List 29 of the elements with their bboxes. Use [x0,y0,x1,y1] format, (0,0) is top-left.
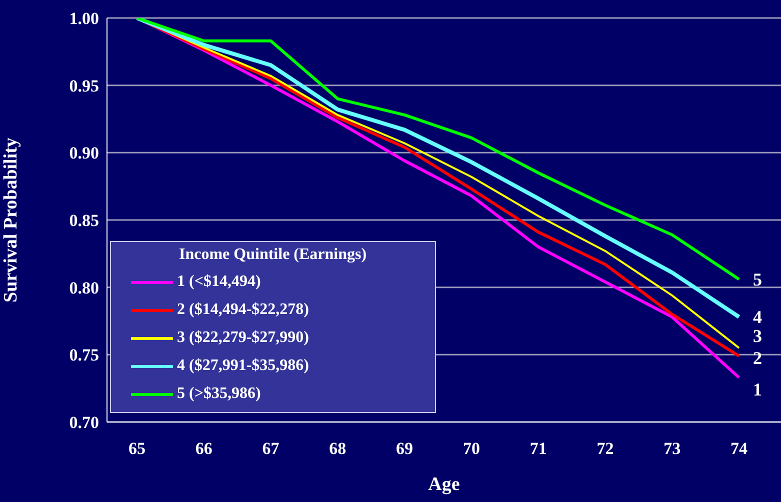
x-tick-label: 65 [128,439,146,458]
y-tick-label: 0.70 [69,413,99,432]
legend-label: 1 (<$14,494) [177,273,261,291]
y-tick-label: 0.80 [69,278,99,298]
x-tick-label: 71 [530,439,547,458]
x-tick-label: 69 [396,439,414,458]
x-axis-title: Age [428,474,460,495]
x-tick-label: 66 [195,439,212,458]
x-tick-label: 68 [329,439,346,458]
legend-label: 4 ($27,991-$35,986) [177,357,309,375]
y-tick-label: 1.00 [69,9,99,28]
y-axis-title: Survival Probability [0,137,22,302]
x-tick-label: 70 [462,439,480,458]
legend-title: Income Quintile (Earnings) [178,246,368,264]
annotation: 4 [753,306,762,327]
y-tick-label: 0.95 [69,76,99,96]
y-tick-label: 0.90 [69,144,99,163]
y-tick-label: 0.85 [69,211,99,230]
legend-label: 2 ($14,494-$22,278) [177,301,309,319]
annotation: 3 [753,326,762,346]
x-tick-label: 72 [596,439,614,458]
annotation: 1 [753,380,762,400]
y-tick-label: 0.75 [69,346,99,365]
annotation: 5 [753,269,762,290]
x-tick-label: 73 [664,439,681,458]
x-tick-label: 67 [262,439,280,458]
legend-label: 3 ($22,279-$27,990) [177,329,309,347]
legend-label: 5 (>$35,986) [177,385,261,403]
x-tick-label: 74 [730,439,748,458]
